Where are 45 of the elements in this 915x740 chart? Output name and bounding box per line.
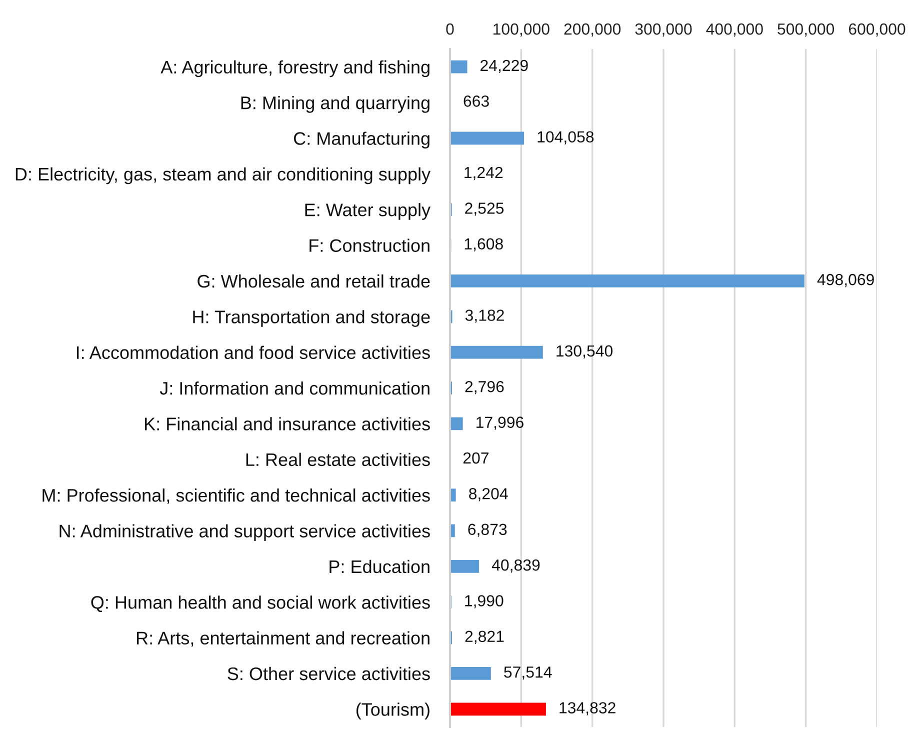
y-tick-label: R: Arts, entertainment and recreation [136, 631, 430, 647]
y-tick-label: P: Education [330, 560, 430, 574]
data-label: 2,525 [465, 202, 504, 216]
y-tick-label: F: Construction [310, 238, 430, 252]
y-tick-label: B: Mining and quarrying [241, 96, 430, 113]
data-label: 1,242 [464, 166, 503, 180]
data-label: 2,821 [465, 630, 504, 644]
x-tick-label: 200,000 [564, 23, 621, 37]
data-label: 1,608 [464, 238, 503, 252]
y-tick-label: S: Other service activities [228, 666, 430, 680]
y-tick-label: Q: Human health and social work activities [91, 596, 430, 612]
x-tick-label: 600,000 [848, 23, 906, 37]
y-tick-label: C: Manufacturing [294, 132, 430, 148]
data-label: 104,058 [538, 131, 594, 144]
data-label: 1,990 [465, 595, 504, 608]
data-label: 40,839 [492, 559, 540, 573]
y-tick-label: G: Wholesale and retail trade [198, 274, 430, 288]
data-label: 24,229 [480, 60, 528, 74]
y-tick-label: D: Electricity, gas, steam and air conditioning supply [16, 167, 431, 184]
y-tick-label: L: Real estate activities [246, 452, 430, 466]
x-tick-label: 300,000 [635, 23, 692, 37]
x-tick-label: 400,000 [706, 23, 763, 37]
y-tick-label: A: Agriculture, forestry and fishing [160, 60, 430, 78]
data-label: 8,204 [469, 488, 508, 502]
y-tick-label: H: Transportation and storage [193, 310, 430, 327]
data-label: 2,796 [465, 380, 504, 394]
x-tick-label: 500,000 [778, 23, 834, 37]
data-label: 3,182 [465, 310, 504, 323]
y-tick-label: (Tourism) [356, 702, 430, 720]
data-label: 498,069 [817, 274, 874, 288]
y-tick-label: E: Water supply [305, 203, 431, 220]
x-tick-label: 0 [446, 23, 454, 35]
y-tick-label: J: Information and communication [160, 381, 430, 395]
data-label: 134,832 [560, 702, 616, 716]
data-label: 663 [464, 96, 489, 107]
x-tick-label: 100,000 [494, 23, 550, 37]
y-tick-label: I: Accommodation and food service activities [76, 346, 430, 360]
data-label: 17,996 [476, 416, 524, 430]
data-label: 130,540 [556, 345, 613, 358]
y-tick-label: N: Administrative and support service activities [60, 524, 430, 542]
data-label: 207 [463, 452, 488, 464]
data-label: 6,873 [468, 524, 507, 537]
data-label: 57,514 [504, 666, 552, 680]
y-tick-label: M: Professional, scientific and technical activities [42, 488, 430, 504]
y-tick-label: K: Financial and insurance activities [145, 417, 430, 430]
